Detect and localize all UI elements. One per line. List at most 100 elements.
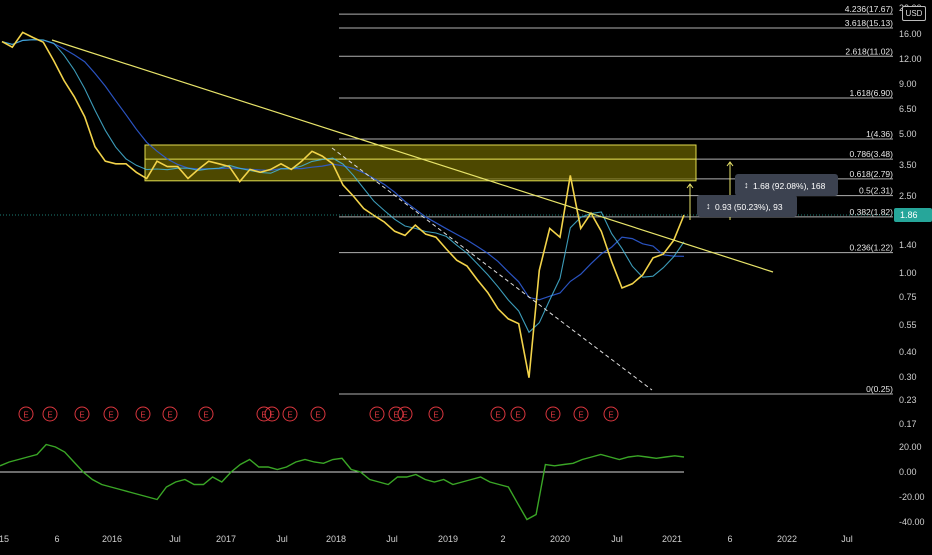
price-line [1,31,685,378]
earnings-marker [603,406,619,422]
earnings-marker [428,406,444,422]
x-tick-label: Jul [386,534,398,544]
earnings-marker-label: E [515,411,520,420]
earnings-marker [510,406,526,422]
earnings-marker-label: E [167,411,172,420]
x-tick-label: 6 [727,534,732,544]
fib-level-label: 0.618(2.79) [850,169,894,179]
measure-icon: ↕ [706,201,711,211]
y-tick-label: 2.50 [899,191,917,201]
earnings-marker-label: E [550,411,555,420]
earnings-marker [573,406,589,422]
measure-label: 0.93 (50.23%), 93 [715,202,783,212]
y-tick-label: 3.50 [899,160,917,170]
earnings-marker [18,406,34,422]
earnings-marker [490,406,506,422]
measure-arrowhead [726,161,734,167]
earnings-marker-label: E [47,411,52,420]
y-tick-label: 1.40 [899,240,917,250]
oscillator-tick-label: -20.00 [899,492,925,502]
x-tick-label: 2021 [662,534,682,544]
earnings-marker-label: E [402,411,407,420]
earnings-marker [397,406,413,422]
earnings-marker [135,406,151,422]
earnings-marker [256,406,272,422]
y-tick-label: 0.23 [899,395,917,405]
earnings-marker [310,406,326,422]
fib-level-label: 0.382(1.82) [850,207,894,217]
x-tick-label: Jul [276,534,288,544]
y-tick-label: 12.00 [899,54,922,64]
earnings-marker-label: E [393,411,398,420]
y-tick-label: 0.17 [899,419,917,429]
currency-badge[interactable]: USD [902,6,926,21]
current-price-label: 1.86 [900,210,918,220]
earnings-marker-label: E [578,411,583,420]
earnings-marker [264,406,280,422]
resistance-zone [144,144,697,182]
support-trendline-dashed [331,147,653,391]
x-tick-label: Jul [169,534,181,544]
y-tick-label: 5.00 [899,129,917,139]
x-tick-label: 2022 [777,534,797,544]
oscillator-tick-label: -40.00 [899,517,925,527]
measure-box [735,174,838,196]
earnings-marker-label: E [269,411,274,420]
y-tick-label: 0.30 [899,372,917,382]
fib-level-label: 2.618(11.02) [845,46,893,56]
y-tick-label: 0.55 [899,320,917,330]
earnings-marker [388,406,404,422]
earnings-marker-label: E [23,411,28,420]
earnings-marker-label: E [608,411,613,420]
current-price-badge [894,207,932,222]
x-tick-label: 15 [0,534,9,544]
x-tick-label: 2016 [102,534,122,544]
y-tick-label: 9.00 [899,79,917,89]
x-tick-label: 2020 [550,534,570,544]
oscillator-tick-label: 0.00 [899,467,917,477]
y-tick-label: 0.75 [899,292,917,302]
earnings-marker [369,406,385,422]
earnings-marker [42,406,58,422]
earnings-marker-label: E [108,411,113,420]
x-tick-label: 2017 [216,534,236,544]
earnings-marker-label: E [261,411,266,420]
oscillator-line [0,443,685,521]
earnings-marker-label: E [433,411,438,420]
x-tick-label: 2 [500,534,505,544]
fib-level-label: 0.5(2.31) [859,186,893,196]
y-tick-label: 16.00 [899,29,922,39]
earnings-marker-label: E [203,411,208,420]
earnings-marker-label: E [315,411,320,420]
x-tick-label: 2018 [326,534,346,544]
measure-box [697,195,797,217]
fib-level-label: 1.618(6.90) [850,88,894,98]
x-tick-label: 6 [54,534,59,544]
x-tick-label: 2019 [438,534,458,544]
x-tick-label: Jul [611,534,623,544]
measure-icon: ↕ [744,180,749,190]
fib-level-label: 3.618(15.13) [845,18,893,28]
fib-level-label: 0(0.25) [866,384,893,394]
oscillator-tick-label: 20.00 [899,442,922,452]
y-tick-label: 1.00 [899,268,917,278]
earnings-marker-label: E [140,411,145,420]
earnings-marker-label: E [287,411,292,420]
fib-level-label: 4.236(17.67) [845,4,893,14]
earnings-marker [103,406,119,422]
earnings-marker [198,406,214,422]
earnings-marker [74,406,90,422]
earnings-marker-label: E [79,411,84,420]
moving-average-long [1,39,685,301]
earnings-marker-label: E [374,411,379,420]
y-tick-label: 6.50 [899,104,917,114]
fib-level-label: 1(4.36) [866,129,893,139]
descending-trendline [51,39,774,273]
earnings-marker-label: E [495,411,500,420]
x-tick-label: Jul [841,534,853,544]
fib-level-label: 0.786(3.48) [850,149,894,159]
earnings-marker [282,406,298,422]
measure-arrowhead [686,183,694,189]
